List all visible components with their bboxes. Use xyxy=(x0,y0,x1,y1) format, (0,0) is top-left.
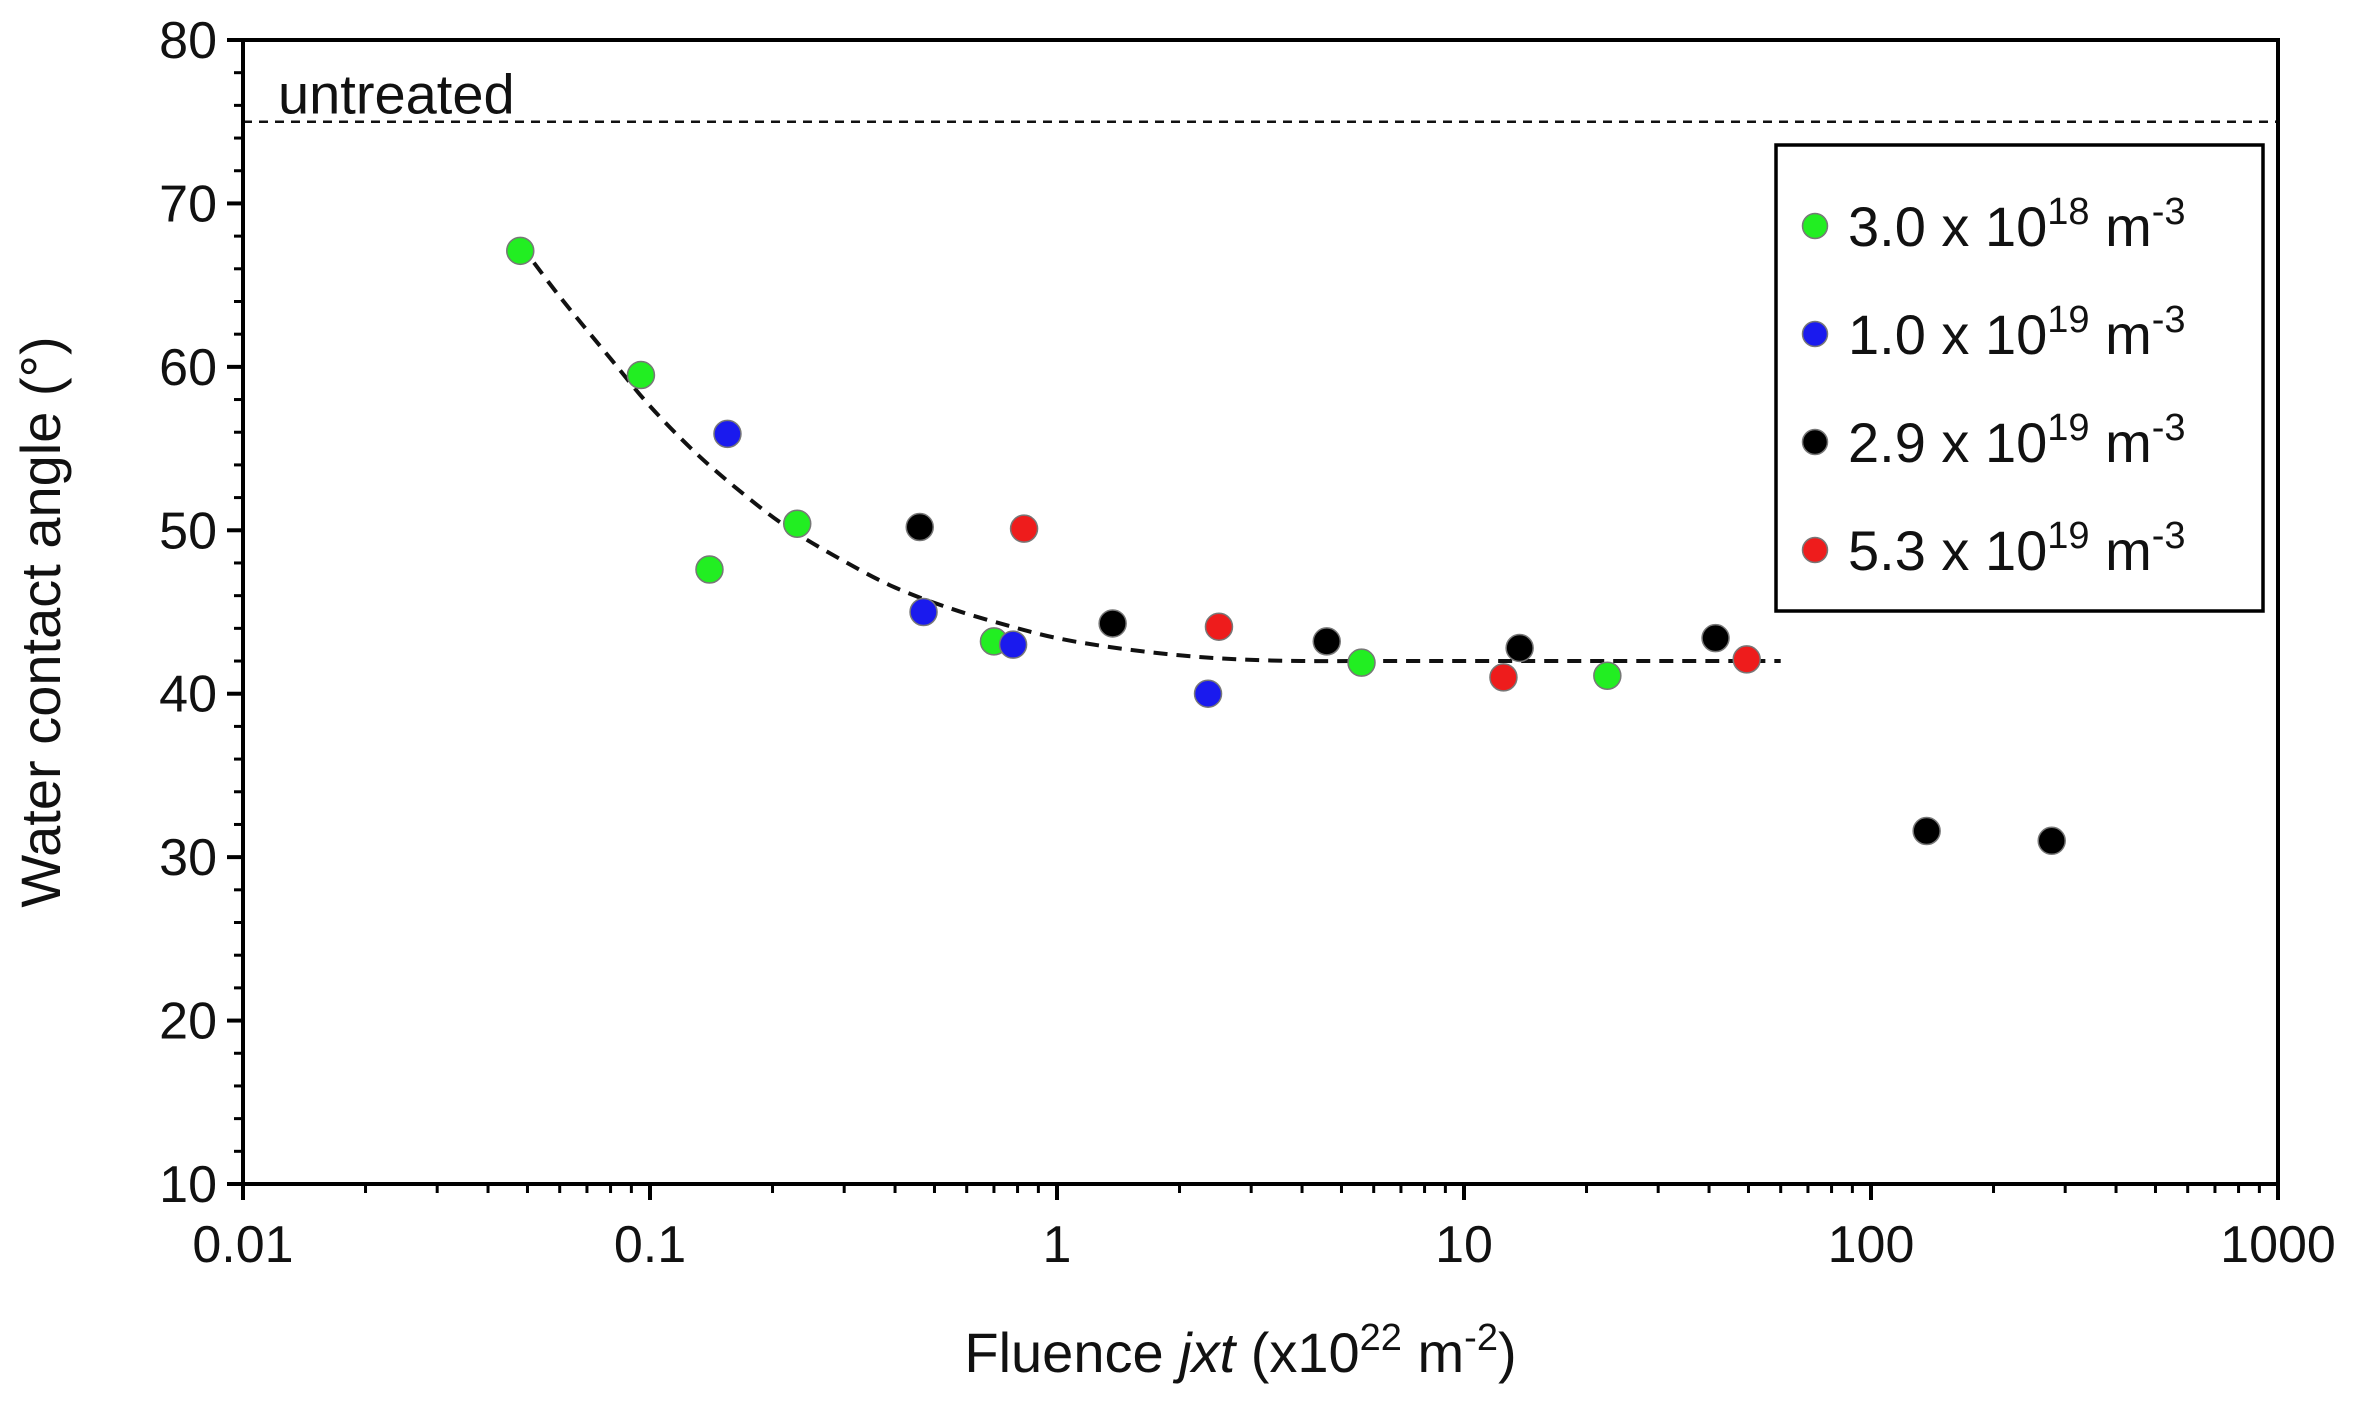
data-point-series-3 xyxy=(1312,627,1341,656)
legend-unit: m xyxy=(2090,519,2152,582)
data-point-series-3 xyxy=(1912,816,1941,846)
data-points-layer xyxy=(506,236,2066,856)
data-point-series-2 xyxy=(909,597,938,627)
legend-value: 2.9 x 10 xyxy=(1848,411,2047,474)
x-axis-title-unit-exponent: -2 xyxy=(1464,1317,1498,1359)
reference-layer: untreated xyxy=(243,63,2278,126)
data-point-series-3 xyxy=(1505,633,1534,663)
x-tick-label: 0.1 xyxy=(614,1216,686,1274)
plot-frame xyxy=(241,38,2280,1186)
data-point-series-3 xyxy=(1098,609,1127,638)
legend-unit-exponent: -3 xyxy=(2152,515,2186,557)
x-axis-title-unit: m xyxy=(1402,1321,1464,1384)
x-axis-title-symbol: jxt xyxy=(1172,1321,1237,1384)
y-tick-label: 10 xyxy=(159,1156,217,1214)
y-tick-label: 20 xyxy=(159,993,217,1051)
data-point-series-3 xyxy=(2037,826,2066,856)
legend-exponent: 19 xyxy=(2047,515,2089,557)
legend-unit-exponent: -3 xyxy=(2152,299,2186,341)
y-tick-label: 60 xyxy=(159,339,217,397)
y-tick-label: 70 xyxy=(159,175,217,233)
legend-entry: 2.9 x 1019 m-3 xyxy=(1848,407,2186,474)
x-tick-label: 0.01 xyxy=(192,1216,293,1274)
legend-value: 3.0 x 10 xyxy=(1848,195,2047,258)
legend-exponent: 19 xyxy=(2047,299,2089,341)
y-tick-label: 30 xyxy=(159,829,217,887)
x-axis-title-multiplier: (x10 xyxy=(1235,1321,1360,1384)
legend-unit-exponent: -3 xyxy=(2152,191,2186,233)
data-point-series-4 xyxy=(1204,612,1234,641)
axis-ticks xyxy=(227,38,2280,1200)
data-point-series-3 xyxy=(1701,623,1730,653)
data-point-series-1 xyxy=(506,236,535,266)
x-tick-label: 100 xyxy=(1828,1216,1915,1274)
legend-marker xyxy=(1801,428,1829,456)
data-point-series-3 xyxy=(905,512,934,542)
data-point-series-2 xyxy=(713,419,742,449)
x-axis-title: Fluence jxt (x1022 m-2) xyxy=(964,1317,1516,1384)
y-tick-label: 50 xyxy=(159,502,217,560)
axis-labels: 0.01 0.1 1 10 100 1000 10 20 30 40 50 60 70 80 Fluence… xyxy=(9,12,2336,1384)
legend-value: 1.0 x 10 xyxy=(1848,303,2047,366)
fit-curve-layer xyxy=(518,243,1781,664)
legend-unit: m xyxy=(2090,195,2152,258)
legend-entry: 5.3 x 1019 m-3 xyxy=(1848,515,2186,582)
x-axis-title-prefix: Fluence xyxy=(964,1321,1179,1384)
legend-entry: 3.0 x 1018 m-3 xyxy=(1848,191,2186,258)
legend-marker xyxy=(1801,212,1829,240)
y-axis-title: Water contact angle (°) xyxy=(9,336,72,907)
data-point-series-4 xyxy=(1009,514,1039,543)
data-point-series-2 xyxy=(1193,679,1223,708)
legend-exponent: 19 xyxy=(2047,407,2089,449)
untreated-label: untreated xyxy=(278,63,515,126)
legend-unit: m xyxy=(2090,303,2152,366)
legend-entry: 1.0 x 1019 m-3 xyxy=(1848,299,2186,366)
y-tick-label: 40 xyxy=(159,666,217,724)
x-axis-title-exponent: 22 xyxy=(1360,1317,1402,1359)
data-point-series-1 xyxy=(695,555,724,584)
x-axis-title-suffix: ) xyxy=(1498,1321,1517,1384)
data-point-series-1 xyxy=(626,360,656,390)
legend-marker xyxy=(1801,536,1829,564)
legend: 3.0 x 1018 m-31.0 x 1019 m-32.9 x 1019 m… xyxy=(1774,143,2265,613)
legend-exponent: 18 xyxy=(2047,191,2089,233)
data-point-series-1 xyxy=(1347,648,1376,677)
data-point-series-4 xyxy=(1732,645,1761,674)
legend-unit-exponent: -3 xyxy=(2152,407,2186,449)
data-point-series-4 xyxy=(1489,663,1518,692)
data-point-series-1 xyxy=(1593,661,1622,690)
legend-value: 5.3 x 10 xyxy=(1848,519,2047,582)
data-point-series-2 xyxy=(998,630,1028,659)
legend-box xyxy=(1774,143,2265,613)
fit-curve xyxy=(518,243,1781,664)
legend-marker xyxy=(1801,320,1829,348)
x-tick-label: 10 xyxy=(1435,1216,1493,1274)
y-tick-label: 80 xyxy=(159,12,217,70)
legend-unit: m xyxy=(2090,411,2152,474)
x-tick-label: 1 xyxy=(1043,1216,1072,1274)
x-tick-label: 1000 xyxy=(2220,1216,2336,1274)
data-point-series-1 xyxy=(782,509,812,538)
